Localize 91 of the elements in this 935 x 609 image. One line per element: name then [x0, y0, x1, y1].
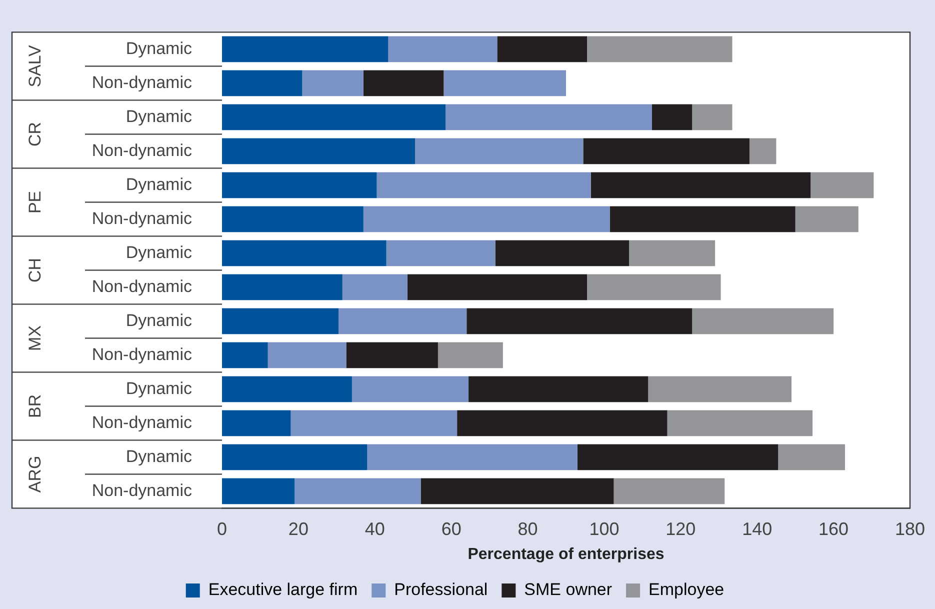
x-tick-label: 180	[894, 518, 926, 539]
bar	[778, 444, 846, 470]
x-tick-label: 160	[818, 518, 849, 539]
bar	[363, 206, 610, 232]
bar	[648, 376, 792, 402]
bar	[352, 376, 469, 402]
bar	[346, 342, 438, 368]
bar	[438, 342, 503, 368]
bar	[587, 274, 721, 300]
bar	[222, 36, 388, 62]
bar	[222, 104, 446, 130]
bar	[610, 206, 796, 232]
bar	[222, 240, 386, 266]
bar	[338, 308, 467, 334]
bar	[222, 376, 352, 402]
text: BR	[26, 394, 45, 418]
bar	[222, 70, 302, 96]
x-tick-label: 60	[441, 518, 462, 539]
bar	[577, 444, 778, 470]
bar	[457, 410, 668, 436]
y-tick-label: Dynamic	[126, 378, 192, 398]
y-tick-label: Non-dynamic	[92, 140, 192, 160]
bar	[692, 104, 732, 130]
bar	[446, 104, 652, 130]
bar	[590, 172, 811, 198]
bar	[268, 342, 346, 368]
legend-label: Professional	[394, 580, 488, 600]
y-tick-label: Dynamic	[126, 446, 192, 466]
x-axis-title: Percentage of enterprises	[468, 546, 664, 563]
bar	[692, 308, 834, 334]
bar	[342, 274, 408, 300]
bar	[749, 138, 776, 164]
text: PE	[26, 190, 45, 214]
bar	[495, 240, 630, 266]
bar	[363, 70, 444, 96]
bar	[497, 36, 588, 62]
y-tick-label: Non-dynamic	[92, 344, 192, 364]
text: SALV	[26, 44, 45, 88]
bar	[614, 478, 725, 504]
bar	[222, 342, 268, 368]
bar	[222, 478, 295, 504]
bar	[294, 478, 421, 504]
x-tick-label: 80	[518, 518, 538, 539]
bar	[376, 172, 591, 198]
bar	[290, 410, 458, 436]
bar	[222, 172, 377, 198]
y-tick-label: Dynamic	[126, 310, 192, 330]
bar	[795, 206, 858, 232]
bar	[222, 206, 364, 232]
x-tick-label: 140	[742, 518, 772, 539]
bar	[222, 308, 339, 334]
x-tick-label: 100	[589, 518, 620, 539]
y-tick-label: Dynamic	[126, 38, 192, 58]
y-tick-label: Non-dynamic	[92, 276, 192, 296]
y-tick-label: Non-dynamic	[92, 412, 192, 432]
text: ARG	[26, 456, 45, 493]
bar	[652, 104, 692, 130]
bar	[810, 172, 874, 198]
y-tick-label: Non-dynamic	[92, 72, 192, 92]
text: MX	[26, 325, 45, 351]
bar	[468, 376, 648, 402]
y-tick-label: Non-dynamic	[92, 208, 192, 228]
text: CH	[26, 258, 45, 282]
bar	[302, 70, 364, 96]
x-tick-label: 0	[216, 518, 228, 539]
bar	[367, 444, 578, 470]
y-tick-label: Dynamic	[126, 174, 192, 194]
legend-label: SME owner	[524, 580, 612, 600]
y-tick-label: Non-dynamic	[92, 480, 192, 500]
bar	[222, 274, 342, 300]
bar	[407, 274, 588, 300]
x-tick-label: 40	[364, 518, 385, 539]
y-tick-label: Dynamic	[126, 242, 192, 262]
bar	[466, 308, 692, 334]
bar	[388, 36, 498, 62]
y-tick-label: Dynamic	[126, 106, 192, 126]
text: CR	[26, 122, 45, 146]
bar	[420, 478, 614, 504]
bar	[629, 240, 716, 266]
legend-label: Employee	[648, 580, 724, 600]
bar	[415, 138, 584, 164]
bar	[222, 410, 291, 436]
bar	[222, 444, 368, 470]
bar	[222, 138, 416, 164]
bar	[386, 240, 496, 266]
x-tick-label: 120	[666, 518, 696, 539]
x-tick-label: 20	[288, 518, 308, 539]
legend-label: Executive large firm	[208, 580, 358, 600]
bar	[667, 410, 813, 436]
bar	[583, 138, 750, 164]
bar	[587, 36, 732, 62]
